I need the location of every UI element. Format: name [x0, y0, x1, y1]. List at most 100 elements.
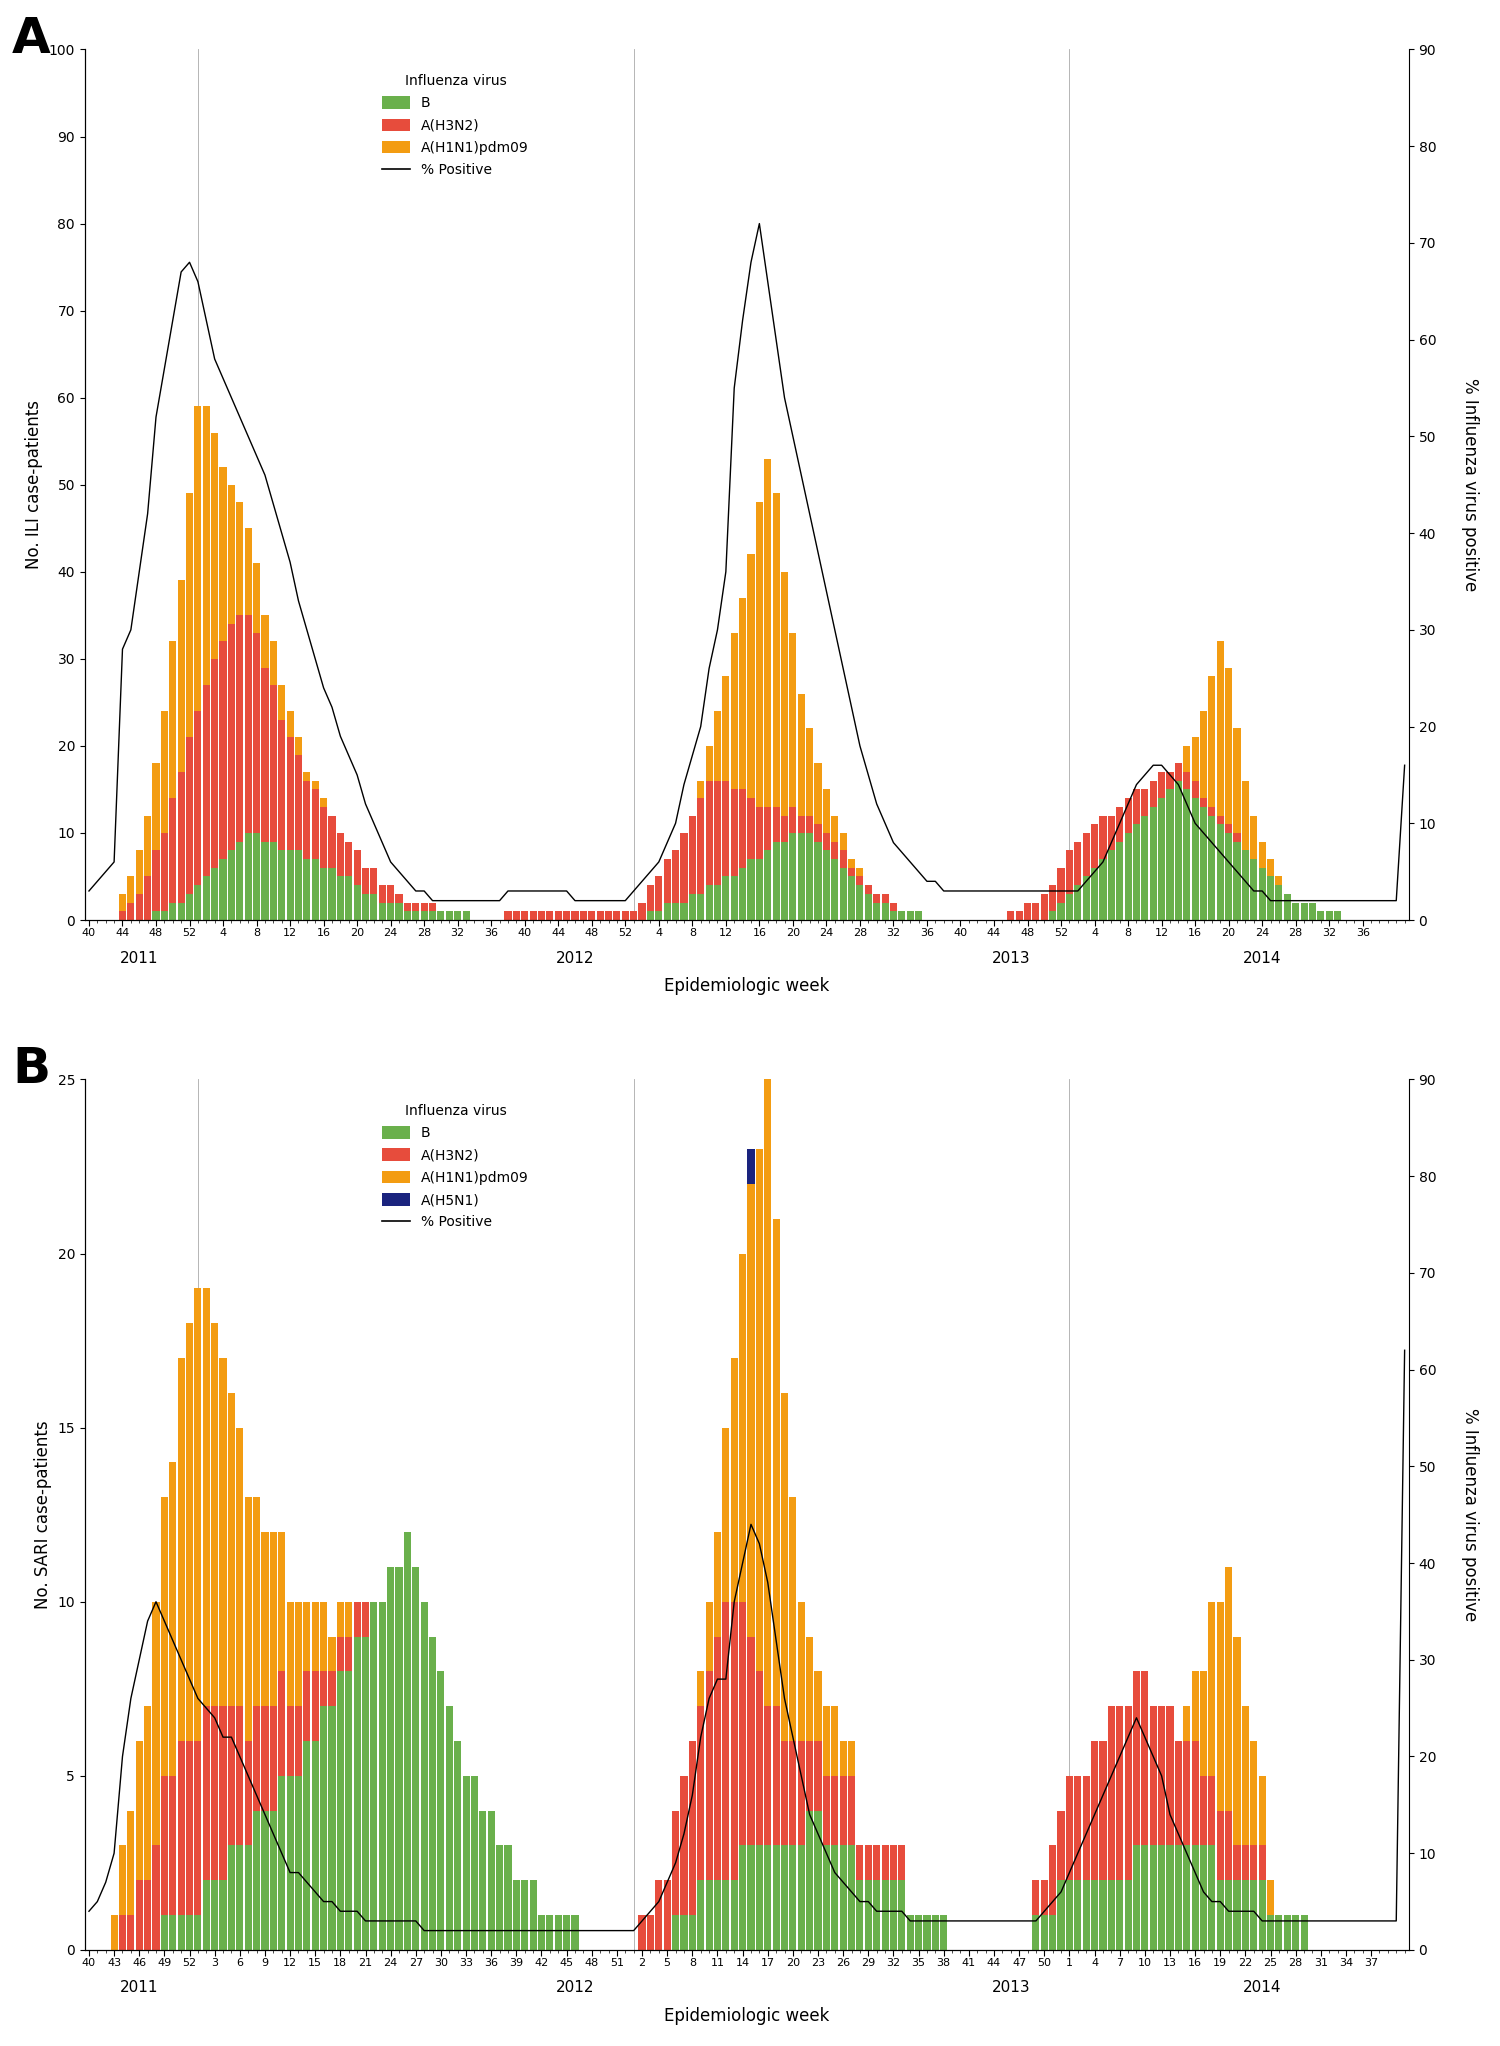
Bar: [1216, 642, 1224, 816]
Bar: [1209, 1602, 1215, 1776]
Bar: [471, 1776, 478, 1950]
Bar: [1125, 798, 1131, 833]
Bar: [663, 902, 670, 921]
Bar: [572, 910, 579, 921]
Bar: [1083, 833, 1089, 876]
Bar: [806, 1811, 813, 1950]
Bar: [588, 910, 596, 921]
Bar: [646, 886, 654, 910]
Bar: [815, 841, 822, 921]
Bar: [740, 868, 746, 921]
Bar: [278, 685, 285, 720]
Bar: [328, 1672, 336, 1706]
Bar: [1226, 825, 1232, 833]
Bar: [153, 763, 159, 851]
Bar: [681, 833, 687, 902]
Bar: [1216, 816, 1224, 825]
Bar: [286, 851, 294, 921]
Bar: [404, 910, 411, 921]
Bar: [303, 1602, 310, 1672]
Bar: [1142, 1845, 1149, 1950]
Bar: [815, 1741, 822, 1811]
Bar: [296, 851, 302, 921]
Bar: [1191, 1741, 1198, 1845]
Bar: [873, 1880, 880, 1950]
Bar: [1074, 1776, 1082, 1880]
Bar: [303, 1672, 310, 1741]
Bar: [254, 563, 260, 632]
Bar: [1226, 1567, 1232, 1811]
Bar: [890, 1880, 897, 1950]
Bar: [219, 1880, 226, 1950]
Bar: [730, 876, 738, 921]
Bar: [740, 1602, 746, 1845]
Bar: [504, 910, 512, 921]
Bar: [824, 833, 830, 851]
Bar: [847, 1845, 855, 1950]
Bar: [740, 597, 746, 790]
Bar: [211, 432, 217, 659]
Bar: [656, 1880, 663, 1950]
Bar: [831, 1776, 839, 1845]
Bar: [1174, 1845, 1182, 1950]
Bar: [177, 1359, 184, 1741]
Bar: [186, 894, 194, 921]
Bar: [1090, 868, 1098, 921]
Bar: [1216, 1880, 1224, 1950]
Bar: [1132, 790, 1140, 825]
Bar: [764, 458, 771, 806]
Bar: [1300, 1915, 1308, 1950]
Bar: [261, 616, 268, 667]
Bar: [1200, 798, 1208, 806]
Bar: [261, 667, 268, 841]
Bar: [806, 1741, 813, 1811]
Bar: [1066, 1880, 1072, 1950]
Bar: [698, 782, 705, 798]
Y-axis label: No. SARI case-patients: No. SARI case-patients: [34, 1420, 53, 1608]
Bar: [856, 868, 864, 876]
Bar: [681, 1915, 687, 1950]
Bar: [1066, 1776, 1072, 1880]
Bar: [228, 485, 236, 624]
Bar: [1242, 1845, 1250, 1880]
Bar: [840, 1776, 846, 1845]
Bar: [1149, 782, 1156, 806]
Bar: [286, 1602, 294, 1706]
Bar: [815, 1811, 822, 1950]
Bar: [824, 790, 830, 833]
Bar: [202, 1880, 210, 1950]
Bar: [789, 833, 796, 921]
Bar: [782, 816, 788, 841]
Bar: [278, 851, 285, 921]
Bar: [546, 1915, 554, 1950]
Bar: [890, 902, 897, 910]
Bar: [847, 876, 855, 921]
Bar: [1184, 1706, 1191, 1741]
Bar: [278, 720, 285, 851]
Bar: [1041, 1915, 1048, 1950]
Bar: [831, 1845, 839, 1950]
Bar: [1167, 1706, 1173, 1845]
Bar: [153, 1602, 159, 1845]
Bar: [270, 1532, 278, 1706]
Bar: [354, 1637, 360, 1950]
Bar: [530, 1880, 537, 1950]
Bar: [429, 902, 436, 910]
Bar: [1167, 771, 1173, 790]
Bar: [1083, 876, 1089, 921]
Bar: [261, 841, 268, 921]
Bar: [177, 902, 184, 921]
Bar: [1125, 1706, 1131, 1880]
Bar: [1258, 1845, 1266, 1880]
Bar: [562, 1915, 570, 1950]
Bar: [723, 677, 729, 782]
Bar: [1090, 1741, 1098, 1880]
Bar: [362, 1637, 369, 1950]
Bar: [328, 1637, 336, 1672]
Bar: [211, 1880, 217, 1950]
Bar: [705, 747, 712, 782]
Bar: [396, 894, 402, 902]
Bar: [354, 1602, 360, 1637]
Bar: [1250, 1880, 1257, 1950]
Bar: [915, 1915, 922, 1950]
